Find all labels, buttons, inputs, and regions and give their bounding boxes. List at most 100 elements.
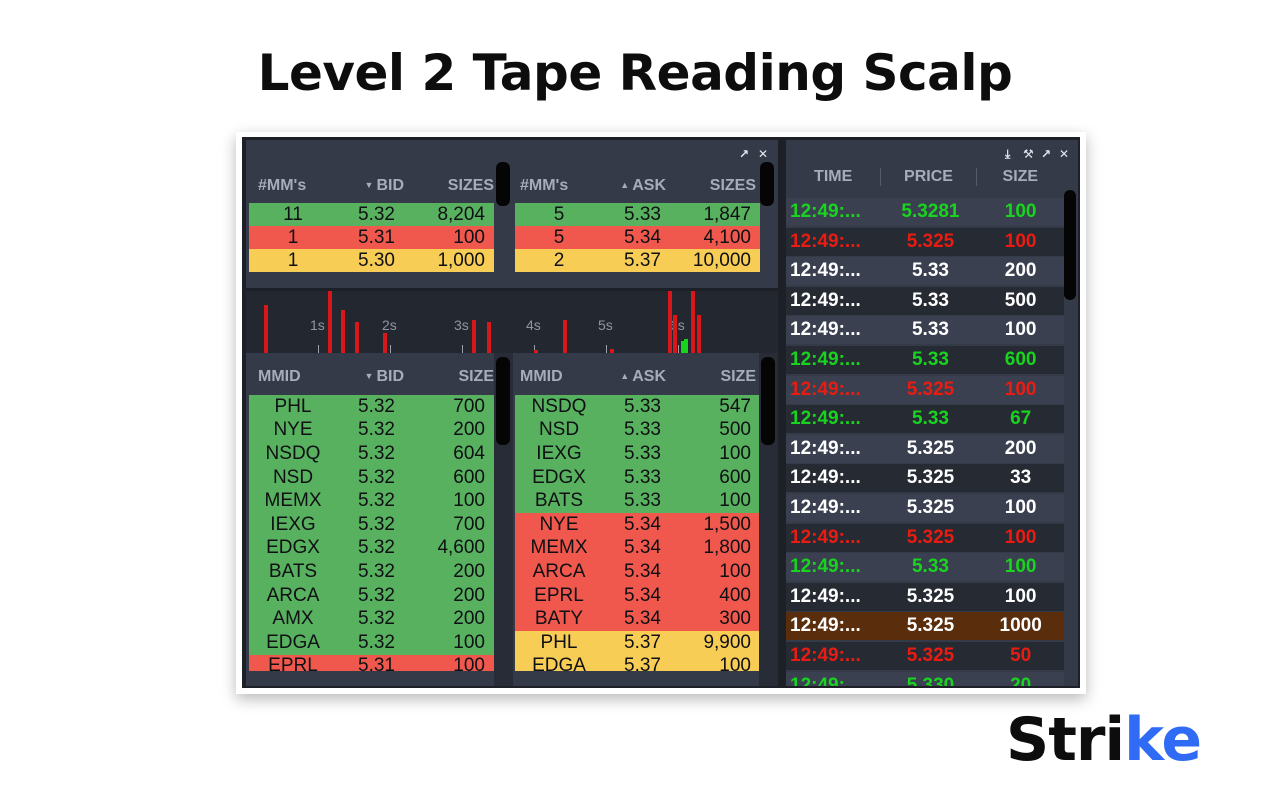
- strike-logo: Strike: [1006, 705, 1202, 775]
- header-mm-count[interactable]: #MM's: [520, 177, 569, 194]
- price-cell: 5.33: [624, 395, 661, 417]
- table-row[interactable]: EPRL 5.31 100: [249, 654, 494, 671]
- header-ask[interactable]: ▲ ASK: [620, 368, 666, 385]
- size-cell: 604: [453, 442, 485, 464]
- header-mmid[interactable]: MMID: [258, 368, 301, 385]
- table-row[interactable]: PHL 5.32 700: [249, 395, 494, 419]
- summary-ask-header: #MM's ▲ ASK SIZES: [514, 174, 756, 198]
- time-cell: 12:49:...: [790, 437, 861, 459]
- table-row[interactable]: ARCA 5.34 100: [515, 560, 760, 584]
- tape-row[interactable]: 12:49:... 5.325 1000: [786, 612, 1064, 641]
- table-row[interactable]: 2 5.37 10,000: [515, 249, 760, 272]
- tape-settings-icon[interactable]: ⚒: [1023, 147, 1036, 161]
- tape-scrollbar[interactable]: [1064, 190, 1076, 300]
- table-row[interactable]: EPRL 5.34 400: [515, 583, 760, 608]
- header-size[interactable]: SIZE: [458, 368, 494, 385]
- tape-row[interactable]: 12:49:... 5.325 100: [786, 227, 1064, 256]
- header-mm-count[interactable]: #MM's: [258, 177, 307, 194]
- mm-cell: 2: [553, 249, 565, 271]
- header-size[interactable]: SIZE: [975, 168, 1064, 186]
- table-row[interactable]: BATS 5.33 100: [515, 489, 760, 513]
- mm-cell: EPRL: [534, 584, 584, 606]
- table-row[interactable]: 1 5.30 1,000: [249, 249, 494, 272]
- size-cell: 600: [453, 466, 485, 488]
- table-row[interactable]: NSD 5.32 600: [249, 465, 494, 490]
- mm-cell: PHL: [274, 395, 312, 417]
- table-row[interactable]: EDGA 5.32 100: [249, 630, 494, 655]
- price-cell: 5.325: [906, 378, 955, 400]
- tape-close-icon[interactable]: ✕: [1059, 147, 1072, 161]
- tape-row[interactable]: 12:49:... 5.325 100: [786, 523, 1064, 552]
- header-bid[interactable]: ▼ BID: [364, 368, 404, 385]
- sort-caret-icon: ▼: [364, 180, 374, 190]
- tape-popout-icon[interactable]: ↗: [1041, 147, 1054, 161]
- mm-cell: EDGX: [266, 537, 320, 559]
- table-row[interactable]: MEMX 5.34 1,800: [515, 536, 760, 561]
- table-row[interactable]: EDGA 5.37 100: [515, 654, 760, 671]
- mm-cell: EDGA: [532, 655, 586, 671]
- table-row[interactable]: IEXG 5.33 100: [515, 442, 760, 466]
- header-bid[interactable]: ▼ BID: [364, 177, 404, 194]
- table-row[interactable]: EDGX 5.33 600: [515, 465, 760, 490]
- trade-bar: [328, 291, 333, 353]
- level1-summary-panel: ↗ ✕ #MM's ▼ BID SIZES #MM's ▲ ASK SIZES 11…: [246, 140, 778, 288]
- tape-row[interactable]: 12:49:... 5.33 100: [786, 316, 1064, 345]
- tape-row[interactable]: 12:49:... 5.330 20: [786, 671, 1064, 686]
- tape-download-icon[interactable]: ⤓: [1005, 147, 1013, 161]
- header-ask[interactable]: ▲ ASK: [620, 177, 666, 194]
- time-cell: 12:49:...: [790, 201, 861, 222]
- tape-row[interactable]: 12:49:... 5.325 33: [786, 464, 1064, 493]
- table-row[interactable]: NSDQ 5.33 547: [515, 395, 760, 419]
- tape-row[interactable]: 12:49:... 5.3281 100: [786, 198, 1064, 226]
- tape-row[interactable]: 12:49:... 5.33 500: [786, 286, 1064, 315]
- header-price[interactable]: PRICE: [880, 168, 975, 186]
- tape-row[interactable]: 12:49:... 5.33 200: [786, 257, 1064, 286]
- header-time[interactable]: TIME: [814, 168, 853, 185]
- price-cell: 5.32: [358, 203, 395, 225]
- tape-row[interactable]: 12:49:... 5.325 50: [786, 642, 1064, 670]
- mm-cell: NSD: [538, 419, 580, 441]
- table-row[interactable]: NSD 5.33 500: [515, 418, 760, 443]
- page-title: Level 2 Tape Reading Scalp: [257, 44, 1013, 102]
- price-cell: 5.34: [624, 608, 661, 630]
- table-row[interactable]: PHL 5.37 9,900: [515, 630, 760, 655]
- table-row[interactable]: 5 5.34 4,100: [515, 226, 760, 249]
- table-row[interactable]: AMX 5.32 200: [249, 607, 494, 631]
- table-row[interactable]: ARCA 5.32 200: [249, 583, 494, 608]
- table-row[interactable]: IEXG 5.32 700: [249, 512, 494, 537]
- header-sizes[interactable]: SIZES: [709, 177, 756, 194]
- summary-popout-icon[interactable]: ↗: [739, 147, 752, 161]
- tape-row[interactable]: 12:49:... 5.325 100: [786, 582, 1064, 611]
- table-row[interactable]: 1 5.31 100: [249, 226, 494, 249]
- table-row[interactable]: BATY 5.34 300: [515, 607, 760, 631]
- size-cell: 100: [1004, 526, 1037, 548]
- summary-close-icon[interactable]: ✕: [758, 147, 771, 161]
- table-row[interactable]: 11 5.32 8,204: [249, 203, 494, 226]
- price-cell: 5.33: [911, 319, 949, 341]
- tape-row[interactable]: 12:49:... 5.33 100: [786, 553, 1064, 582]
- header-size[interactable]: SIZE: [720, 368, 756, 385]
- table-row[interactable]: 5 5.33 1,847: [515, 203, 760, 226]
- table-row[interactable]: NSDQ 5.32 604: [249, 442, 494, 466]
- table-row[interactable]: NYE 5.32 200: [249, 418, 494, 443]
- level2-book-panel: MMID ▼ BID SIZE MMID ▲ ASK SIZE PHL 5.32 700…: [246, 353, 778, 686]
- summary-bid-scrollbar[interactable]: [496, 162, 510, 206]
- price-cell: 5.325: [906, 526, 955, 548]
- table-row[interactable]: BATS 5.32 200: [249, 560, 494, 584]
- tape-row[interactable]: 12:49:... 5.325 100: [786, 494, 1064, 522]
- table-row[interactable]: MEMX 5.32 100: [249, 489, 494, 513]
- table-row[interactable]: NYE 5.34 1,500: [515, 512, 760, 537]
- table-row[interactable]: EDGX 5.32 4,600: [249, 536, 494, 561]
- tape-row[interactable]: 12:49:... 5.325 200: [786, 434, 1064, 463]
- size-cell: 500: [1004, 289, 1037, 311]
- summary-ask-scrollbar[interactable]: [760, 162, 774, 206]
- header-mmid[interactable]: MMID: [520, 368, 563, 385]
- book-bid-scrollbar[interactable]: [496, 357, 510, 445]
- price-cell: 5.33: [624, 419, 661, 441]
- tape-row[interactable]: 12:49:... 5.325 100: [786, 375, 1064, 404]
- book-ask-header: MMID ▲ ASK SIZE: [514, 365, 756, 389]
- header-sizes[interactable]: SIZES: [447, 177, 494, 194]
- tape-row[interactable]: 12:49:... 5.33 67: [786, 405, 1064, 434]
- tape-row[interactable]: 12:49:... 5.33 600: [786, 346, 1064, 374]
- book-ask-scrollbar[interactable]: [761, 357, 775, 445]
